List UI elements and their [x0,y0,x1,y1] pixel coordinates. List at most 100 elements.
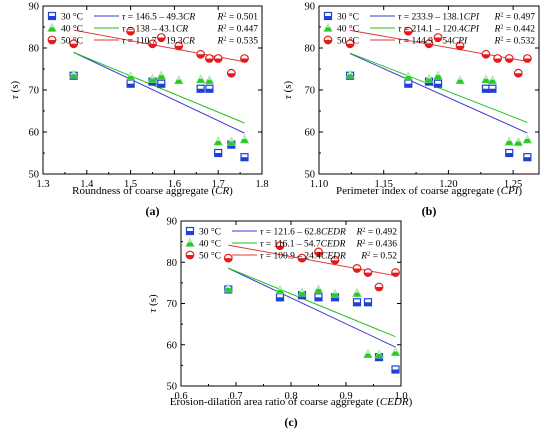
y-tick-label: 60 [29,128,40,139]
data-point-triangle [195,74,206,84]
x-tick-label: 1.8 [255,179,268,190]
chart-panel-a: 1.3 1.4 1.5 1.6 1.7 1.8 50 60 70 80 90 Roundness of… [9,2,269,219]
data-point-circle [126,26,136,36]
data-point-circle [424,39,434,49]
data-point-triangle [68,69,79,79]
panel-label: (a) [146,204,160,218]
legend-fit-equation: τ = 116.1 – 54.7CEDR [260,240,346,250]
data-point-triangle [147,73,158,83]
data-point-square [205,84,214,93]
legend-fit-equation: τ = 121.6 – 62.8CEDR [260,228,346,238]
x-tick-label: 1.20 [439,179,457,190]
data-point-triangle [352,288,362,297]
legend-marker-circle [185,250,195,260]
data-point-circle [433,33,443,42]
y-axis-label: τ (s) [147,294,159,313]
legend-r2: R2 = 0.535 [216,35,258,47]
y-tick-label: 90 [305,2,316,13]
legend-fit-equation: τ = 146.5 – 49.3CR [122,13,195,23]
legend-series-name: 40 °C [61,24,83,35]
x-tick-label: 0.9 [339,391,352,402]
x-tick-label: 1.3 [36,179,49,190]
legend-fit-equation: τ = 144.9 – 54CPI [398,37,468,47]
data-point-circle [352,264,362,273]
x-tick-label: 0.8 [284,391,297,402]
y-tick-label: 70 [29,86,40,97]
data-point-square [488,84,497,93]
data-point-circle [240,54,249,63]
data-point-circle [330,255,340,265]
data-point-square [352,298,362,307]
data-point-circle [504,54,514,63]
data-point-circle [481,49,491,59]
x-tick-label: 1.7 [212,179,225,190]
data-point-triangle [433,70,443,80]
data-point-square [157,79,166,88]
legend-series-name: 30 °C [61,12,83,23]
data-point-square [391,365,400,374]
data-point-square [404,79,413,88]
panel-label: (b) [422,204,437,218]
data-point-circle [297,253,307,263]
data-point-square [196,84,205,93]
legend-series-name: 40 °C [337,24,359,35]
legend-marker-triangle [47,22,57,32]
legend: 30 °C τ = 146.5 – 49.3CR R2 = 0.501 40 °C τ … [47,11,258,47]
x-tick-label: 1.0 [394,391,407,402]
data-point-triangle [345,69,355,79]
data-point-circle [363,268,373,277]
data-point-circle [403,26,413,36]
data-point-triangle [455,75,465,85]
y-tick-label: 80 [29,44,40,55]
y-tick-label: 80 [167,258,178,269]
x-tick-label: 1.15 [375,179,393,190]
legend-r2: R2 = 0.497 [493,11,535,23]
y-tick-label: 50 [305,170,316,181]
data-point-circle [196,49,206,59]
data-point-circle [226,68,236,78]
data-point-triangle [481,74,491,84]
y-tick-label: 90 [167,217,178,228]
data-point-square [363,298,373,307]
data-point-circle [223,253,233,263]
legend-series-name: 50 °C [337,36,359,47]
data-point-square [275,293,285,302]
legend-series-name: 30 °C [337,12,359,23]
y-tick-label: 70 [305,86,316,97]
x-axis-label: Roundness of coarse aggregate (CR) [72,185,233,197]
x-tick-label: 0.7 [229,391,242,402]
data-point-triangle [513,136,523,146]
legend-marker-square [185,226,195,236]
legend-r2: R2 = 0.447 [216,23,258,35]
data-point-triangle [424,73,434,83]
data-point-circle [148,39,157,49]
y-tick-label: 50 [29,170,40,181]
legend-marker-circle [323,35,333,45]
data-point-triangle [226,136,237,146]
data-point-circle [374,282,384,292]
legend: 30 °C τ = 233.9 – 138.1CPI R2 = 0.497 40 °C… [323,11,535,47]
data-point-square [523,153,532,162]
legend-fit-equation: τ = 214.1 – 120.4CPI [398,25,480,35]
data-point-circle [205,54,214,63]
data-point-circle [174,41,184,51]
data-point-triangle [363,349,373,359]
legend-r2: R2 = 0.436 [355,238,397,250]
legend-r2: R2 = 0.52 [360,250,397,262]
legend-fit-equation: τ = 110.7 – 19.3CR [122,37,195,47]
data-point-circle [275,241,285,251]
x-tick-label: 1.6 [168,179,181,190]
data-point-square [314,293,323,302]
legend-marker-square [47,11,57,21]
data-point-circle [69,39,79,49]
legend-series-name: 50 °C [199,251,221,262]
y-axis-label: τ (s) [9,81,21,100]
fit-line-square [349,53,528,134]
data-point-square [126,79,135,88]
data-point-circle [213,54,223,63]
data-point-triangle [522,134,533,144]
fit-line-square [228,267,396,348]
legend-r2: R2 = 0.492 [355,226,397,238]
data-point-triangle [213,136,223,146]
